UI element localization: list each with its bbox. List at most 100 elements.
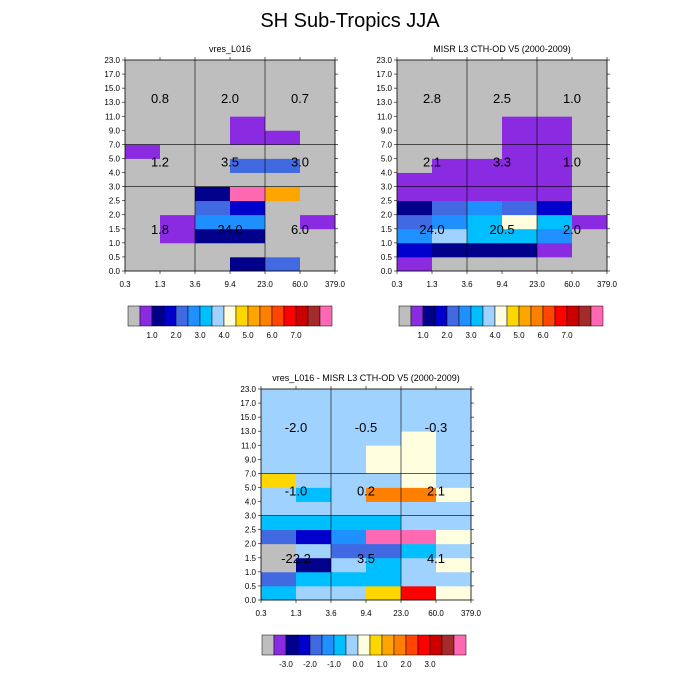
heatmap-cell	[195, 130, 231, 145]
heatmap-cell	[502, 214, 538, 230]
heatmap-cell	[502, 144, 538, 159]
heatmap-cell	[296, 417, 332, 432]
heatmap-cell	[397, 186, 433, 202]
heatmap-cell	[502, 102, 538, 117]
x-tick-label: 60.0	[564, 280, 580, 289]
heatmap-cell	[195, 144, 231, 159]
colorbar-swatch	[319, 305, 333, 327]
heatmap-cell	[432, 200, 468, 216]
heatmap-cell	[300, 158, 336, 173]
heatmap-cell	[537, 200, 573, 216]
heatmap-cell	[195, 228, 231, 244]
panel-model: vres_L016 0.0 0.5 1.0 1.5 2.0 2.5 3.0 4.0 5.0 7.0 9…	[104, 44, 345, 340]
heatmap-cell	[160, 256, 196, 272]
heatmap-cell	[125, 116, 161, 131]
heatmap-cell	[230, 144, 266, 159]
heatmap-cell	[261, 515, 297, 531]
heatmap-cell	[366, 417, 402, 432]
colorbar-swatch	[223, 305, 237, 327]
colorbar-swatch	[381, 634, 395, 656]
y-tick-label: 23.0	[240, 385, 256, 394]
heatmap-cell	[230, 172, 266, 187]
heatmap-cell	[401, 515, 437, 531]
y-tick-label: 0.5	[245, 582, 257, 591]
cell-annotation: 2.8	[423, 91, 441, 106]
heatmap-cell	[432, 130, 468, 145]
heatmap-cell	[265, 214, 301, 230]
heatmap-cell	[366, 403, 402, 418]
heatmap-cell	[366, 543, 402, 559]
heatmap-cell	[125, 200, 161, 216]
heatmap-cell	[265, 256, 301, 272]
heatmap-cell	[436, 445, 472, 460]
y-tick-label: 4.0	[381, 169, 393, 178]
heatmap-cell	[572, 144, 608, 159]
y-tick-label: 7.0	[245, 469, 257, 478]
heatmap-cell	[401, 487, 437, 502]
y-tick-label: 0.0	[109, 267, 121, 276]
heatmap-cell	[300, 256, 336, 272]
colorbar-label: 3.0	[194, 331, 206, 340]
colorbar-swatch	[297, 634, 311, 656]
heatmap-cell	[537, 172, 573, 187]
heatmap-cell	[502, 158, 538, 173]
heatmap-cell	[502, 256, 538, 272]
y-tick-label: 9.0	[245, 455, 257, 464]
cell-annotation: 3.5	[357, 551, 375, 566]
heatmap-cell	[467, 172, 503, 187]
colorbar-swatch	[309, 634, 323, 656]
heatmap-cell	[432, 214, 468, 230]
heatmap-cell	[401, 417, 437, 432]
heatmap-cell	[366, 389, 402, 404]
heatmap-cell	[296, 585, 332, 601]
colorbar-swatch	[410, 305, 424, 327]
heatmap-cell	[296, 473, 332, 488]
heatmap-cell	[230, 116, 266, 131]
y-tick-label: 13.0	[376, 98, 392, 107]
colorbar-swatch	[259, 305, 273, 327]
heatmap-cell	[265, 200, 301, 216]
heatmap-cell	[300, 102, 336, 117]
colorbar-label: 4.0	[489, 331, 501, 340]
heatmap-cell	[300, 144, 336, 159]
colorbar-label: -3.0	[279, 660, 293, 669]
heatmap-cell	[331, 543, 367, 559]
heatmap-cell	[572, 102, 608, 117]
heatmap-cell	[261, 487, 297, 502]
colorbar-label: 2.0	[441, 331, 453, 340]
cell-annotation: 2.1	[427, 483, 445, 498]
colorbar-swatch	[199, 305, 213, 327]
heatmap-cell	[572, 130, 608, 145]
cell-annotation: 0.8	[151, 91, 169, 106]
colorbar-swatch	[285, 634, 299, 656]
heatmap-cell	[537, 60, 573, 75]
x-tick-label: 379.0	[597, 280, 618, 289]
heatmap-cell	[331, 417, 367, 432]
cell-annotation: -0.3	[425, 420, 447, 435]
colorbar-label: 6.0	[537, 331, 549, 340]
heatmap-cell	[436, 529, 472, 545]
heatmap-cell	[572, 228, 608, 244]
heatmap-cell	[265, 158, 301, 173]
colorbar-label: 1.0	[376, 660, 388, 669]
heatmap-cell	[432, 158, 468, 173]
heatmap-cell	[296, 403, 332, 418]
heatmap-cell	[436, 515, 472, 531]
heatmap-cell	[467, 74, 503, 89]
cell-annotation: 2.1	[423, 154, 441, 169]
heatmap-cell	[436, 431, 472, 446]
heatmap-cell	[160, 200, 196, 216]
colorbar-swatch	[369, 634, 383, 656]
heatmap-cell	[125, 158, 161, 173]
y-tick-label: 13.0	[104, 98, 120, 107]
heatmap-cell	[572, 158, 608, 173]
heatmap-cell	[230, 60, 266, 75]
colorbar-label: 2.0	[170, 331, 182, 340]
heatmap-cell	[261, 459, 297, 474]
colorbar: 1.0 2.0 3.0 4.0 5.0 6.0 7.0	[127, 305, 333, 340]
heatmap-cell	[261, 571, 297, 587]
colorbar-swatch	[398, 305, 412, 327]
y-tick-label: 5.0	[109, 154, 121, 163]
heatmap-cell	[397, 214, 433, 230]
